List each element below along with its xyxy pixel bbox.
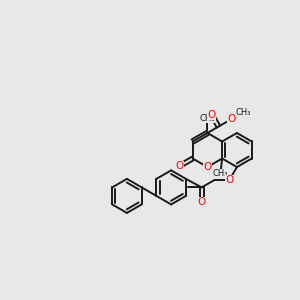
Text: CH₃: CH₃ bbox=[200, 114, 215, 123]
Text: O: O bbox=[225, 175, 234, 185]
Text: CH₃: CH₃ bbox=[235, 108, 251, 117]
Text: O: O bbox=[227, 114, 236, 124]
Text: O: O bbox=[197, 197, 206, 207]
Text: O: O bbox=[176, 161, 184, 171]
Text: CH₃: CH₃ bbox=[213, 169, 228, 178]
Text: O: O bbox=[208, 110, 216, 120]
Text: O: O bbox=[203, 162, 211, 172]
